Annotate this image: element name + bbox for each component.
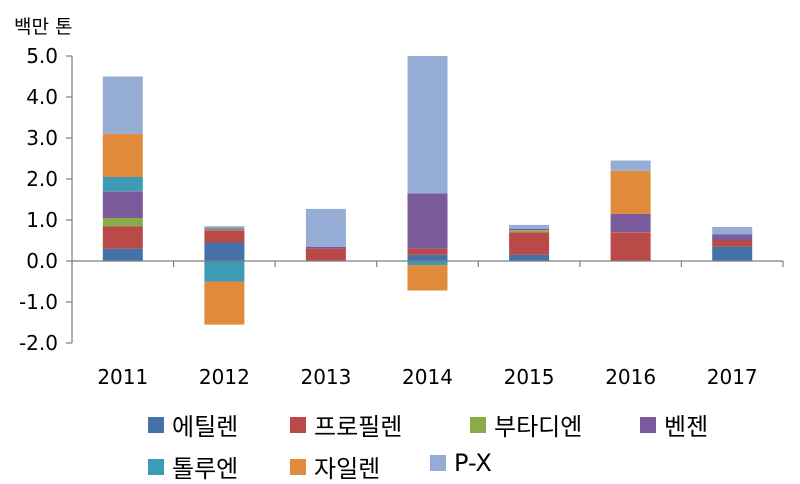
bar-segment-2011-4 [102, 176, 143, 192]
x-tick-label-2014: 2014 [402, 365, 453, 389]
x-tick-label-2016: 2016 [605, 365, 656, 389]
bar-segment-2011-6 [102, 76, 143, 134]
bar-segment-2013-3 [305, 246, 346, 249]
bar-segment-2014-0 [407, 254, 448, 261]
bar-segment-2012-2 [204, 229, 245, 231]
bar-segment-2013-6 [305, 208, 346, 247]
y-unit-text: 백만 톤 [14, 16, 72, 38]
bar-segment-2011-2 [102, 218, 143, 227]
bar-segment-2011-0 [102, 248, 143, 261]
bar-segment-2012-3 [204, 228, 245, 230]
y-tick-label-0: 5.0 [26, 44, 58, 68]
bar-segment-2016-3 [610, 213, 651, 233]
y-tick-label-7: -2.0 [19, 331, 58, 355]
bar-segment-2014-1 [407, 248, 448, 255]
y-tick-label-3: 2.0 [26, 167, 58, 191]
bar-segment-2011-3 [102, 191, 143, 218]
bar-segment-2017-6 [712, 227, 753, 235]
bar-segment-2012-1 [204, 230, 245, 243]
bars-group [102, 56, 753, 325]
bar-segment-2011-1 [102, 226, 143, 249]
bar-segment-2017-1 [712, 240, 753, 247]
bar-segment-2012-5 [204, 281, 245, 325]
bar-segment-2015-0 [509, 254, 550, 261]
bar-segment-2015-2 [509, 230, 550, 233]
bar-segment-2011-5 [102, 133, 143, 177]
bar-segment-2016-6 [610, 160, 651, 171]
bar-segment-2017-0 [712, 246, 753, 261]
x-tick-label-2012: 2012 [199, 365, 250, 389]
y-tick-label-4: 1.0 [26, 208, 58, 232]
bar-segment-2015-1 [509, 232, 550, 255]
bar-segment-2016-5 [610, 170, 651, 214]
y-tick-label-1: 4.0 [26, 85, 58, 109]
y-tick-label-6: -1.0 [19, 290, 58, 314]
bar-segment-2014-4 [407, 261, 448, 266]
bar-segment-2012-4 [204, 261, 245, 282]
y-tick-label-2: 3.0 [26, 126, 58, 150]
bar-segment-2012-6 [204, 226, 245, 229]
x-tick-label-2015: 2015 [504, 365, 555, 389]
bar-segment-2014-6 [407, 56, 448, 194]
bar-segment-2017-3 [712, 234, 753, 241]
bar-segment-2015-6 [509, 224, 550, 229]
axes-group [66, 55, 784, 344]
y-unit-label: 백만 톤 [14, 16, 72, 38]
y-tick-label-5: 0.0 [26, 249, 58, 273]
x-tick-label-2017: 2017 [707, 365, 758, 389]
x-tick-label-2013: 2013 [300, 365, 351, 389]
bar-segment-2014-5 [407, 265, 448, 291]
x-tick-label-2011: 2011 [97, 365, 148, 389]
y-tick-labels: 5.0 4.0 3.0 2.0 1.0 0.0 -1.0 -2.0 [19, 44, 58, 355]
x-tick-labels: 2011 2012 2013 2014 2015 2016 2017 [97, 365, 757, 389]
bar-segment-2013-1 [305, 248, 346, 261]
bar-segment-2015-3 [509, 229, 550, 231]
bar-segment-2012-0 [204, 242, 245, 261]
bar-segment-2014-3 [407, 193, 448, 249]
bar-segment-2016-1 [610, 232, 651, 261]
